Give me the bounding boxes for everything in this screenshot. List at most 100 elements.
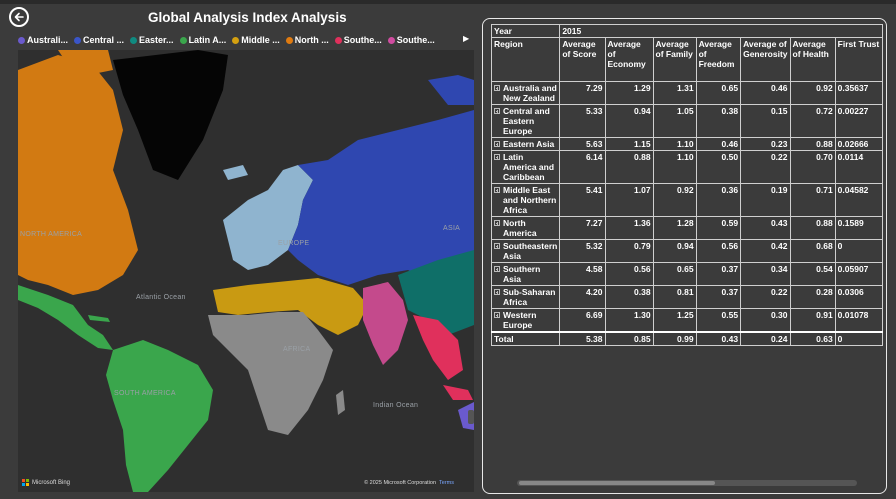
table-row[interactable]: Southern Asia 4.58 0.56 0.65 0.37 0.34 0.54 0.0… (490, 262, 884, 286)
region-cell[interactable]: Eastern Asia (490, 137, 561, 151)
legend-item[interactable]: Southe... (334, 35, 382, 45)
top-bar (0, 0, 896, 4)
value-cell: 1.25 (652, 308, 697, 333)
value-cell: 0.71 (789, 183, 836, 217)
region-cell[interactable]: Southeastern Asia (490, 239, 561, 263)
southeast-asia-region (413, 315, 463, 380)
region-cell[interactable]: Central and Eastern Europe (490, 104, 561, 138)
column-header[interactable]: Average of Health (789, 37, 836, 82)
world-map (18, 50, 474, 492)
region-cell[interactable]: Sub-Saharan Africa (490, 285, 561, 309)
value-cell: 1.30 (604, 308, 654, 333)
column-header[interactable]: Average of Freedom (695, 37, 742, 82)
value-cell: 0.43 (740, 216, 791, 240)
expand-icon[interactable] (494, 154, 500, 160)
column-header[interactable]: Average of Family (652, 37, 697, 82)
region-cell[interactable]: North America (490, 216, 561, 240)
column-header[interactable]: First Trust (834, 37, 884, 82)
horizontal-scrollbar[interactable] (517, 480, 857, 486)
value-cell: 1.07 (604, 183, 654, 217)
legend-item[interactable]: Australi... (18, 35, 68, 45)
value-cell: 0.72 (789, 104, 836, 138)
value-cell: 7.27 (559, 216, 606, 240)
back-button[interactable] (9, 7, 29, 27)
scrollbar-thumb[interactable] (519, 481, 715, 485)
legend-item[interactable]: Easter... (130, 35, 174, 45)
expand-icon[interactable] (494, 266, 500, 272)
column-header[interactable]: Average of Score (559, 37, 606, 82)
table-row[interactable]: North America 7.27 1.36 1.28 0.59 0.43 0.88 0.1… (490, 216, 884, 240)
column-header[interactable]: Average of Generosity (740, 37, 791, 82)
legend-item[interactable]: Southe... (387, 35, 435, 45)
legend-label: Latin A... (188, 35, 227, 45)
region-cell[interactable]: Latin America and Caribbean (490, 150, 561, 184)
region-cell[interactable]: Western Europe (490, 308, 561, 333)
expand-icon[interactable] (494, 187, 500, 193)
value-cell: 0.28 (789, 285, 836, 309)
region-header[interactable]: Region (490, 37, 561, 82)
map-copyright: © 2025 Microsoft Corporation Terms (364, 480, 454, 486)
region-label: Total (494, 334, 514, 344)
value-cell: 0.30 (740, 308, 791, 333)
expand-icon[interactable] (494, 289, 500, 295)
terms-link[interactable]: Terms (439, 480, 454, 486)
value-cell: 0.38 (604, 285, 654, 309)
year-value[interactable]: 2015 (559, 24, 883, 38)
value-cell: 0.59 (695, 216, 742, 240)
filled-map[interactable]: NORTH AMERICA Atlantic Ocean SOUTH AMERI… (18, 50, 474, 492)
region-cell[interactable]: Total (490, 331, 561, 346)
legend-dot (179, 36, 187, 44)
region-label: Australia and New Zealand (503, 83, 557, 103)
expand-icon[interactable] (494, 312, 500, 318)
legend-item[interactable]: North ... (285, 35, 329, 45)
value-cell: 0.0306 (834, 285, 884, 309)
value-cell: 0.94 (604, 104, 654, 138)
legend-next-icon[interactable]: ▶ (463, 34, 470, 43)
legend-label: Southe... (343, 35, 382, 45)
table-row[interactable]: Middle East and Northern Africa 5.41 1.07 0… (490, 183, 884, 217)
copyright-text: © 2025 Microsoft Corporation (364, 480, 437, 486)
legend-dot (232, 36, 240, 44)
map-label-africa: AFRICA (283, 346, 311, 353)
value-cell: 0.92 (789, 81, 836, 105)
sub-saharan-africa-region (208, 312, 333, 435)
expand-icon[interactable] (494, 108, 500, 114)
region-label: Latin America and Caribbean (503, 152, 555, 182)
table-row[interactable]: Latin America and Caribbean 6.14 0.88 1.10 0… (490, 150, 884, 184)
value-cell: 0.92 (652, 183, 697, 217)
legend-dot (334, 36, 342, 44)
column-header[interactable]: Average of Economy (604, 37, 654, 82)
map-scrollbar[interactable] (468, 410, 474, 424)
value-cell: 0.15 (740, 104, 791, 138)
region-cell[interactable]: Middle East and Northern Africa (490, 183, 561, 217)
value-cell: 0.37 (695, 285, 742, 309)
row-label: Sub-Saharan Africa (494, 287, 557, 307)
table-row[interactable]: Central and Eastern Europe 5.33 0.94 1.05 0.… (490, 104, 884, 138)
legend-item[interactable]: Middle ... (232, 35, 280, 45)
value-cell: 0.01078 (834, 308, 884, 333)
legend-label: North ... (294, 35, 329, 45)
value-cell: 0.34 (740, 262, 791, 286)
value-cell: 0.99 (652, 331, 697, 346)
map-label-asia: ASIA (443, 225, 461, 232)
region-cell[interactable]: Australia and New Zealand (490, 81, 561, 105)
table-row[interactable]: Eastern Asia 5.63 1.15 1.10 0.46 0.23 0.88 0.02… (490, 137, 884, 151)
table-row[interactable]: Southeastern Asia 5.32 0.79 0.94 0.56 0.42 0.6… (490, 239, 884, 263)
region-cell[interactable]: Southern Asia (490, 262, 561, 286)
expand-icon[interactable] (494, 141, 500, 147)
expand-icon[interactable] (494, 220, 500, 226)
expand-icon[interactable] (494, 85, 500, 91)
table-row[interactable]: Western Europe 6.69 1.30 1.25 0.55 0.30 0.91 0.… (490, 308, 884, 333)
legend-item[interactable]: Latin A... (179, 35, 227, 45)
row-label: Australia and New Zealand (494, 83, 557, 103)
table-row[interactable]: Australia and New Zealand 7.29 1.29 1.31 0.6… (490, 81, 884, 105)
value-cell: 0.0114 (834, 150, 884, 184)
legend-item[interactable]: Central ... (74, 35, 124, 45)
expand-icon[interactable] (494, 243, 500, 249)
table-row[interactable]: Sub-Saharan Africa 4.20 0.38 0.81 0.37 0.22 0.… (490, 285, 884, 309)
region-label: Southern Asia (503, 264, 541, 284)
value-cell: 0.50 (695, 150, 742, 184)
mena-region (213, 278, 368, 335)
region-label: Western Europe (503, 310, 537, 330)
total-row[interactable]: Total 5.38 0.85 0.99 0.43 0.24 0.63 0 (490, 331, 884, 346)
